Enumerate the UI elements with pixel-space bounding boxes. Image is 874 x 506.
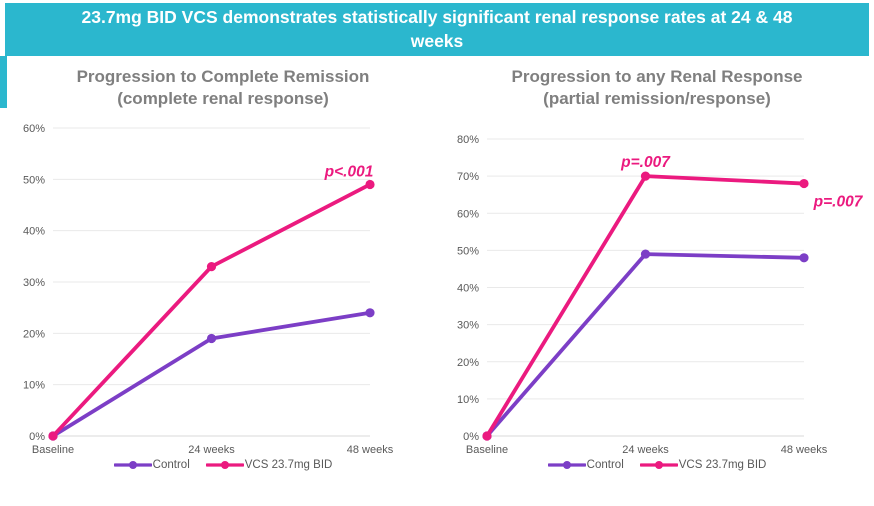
series-line-control [485, 252, 806, 438]
legend-dot [654, 461, 663, 469]
data-point [799, 178, 809, 189]
legend-item-control: Control [547, 459, 624, 471]
legend-label: Control [586, 459, 624, 471]
chart-legend-0: Control VCS 23.7mg BID [8, 459, 438, 471]
series-line-control [51, 310, 372, 438]
x-tick-label: 24 weeks [622, 444, 669, 456]
header-banner: 23.7mg BID VCS demonstrates statisticall… [5, 3, 869, 56]
y-tick-label: 30% [23, 277, 45, 289]
y-tick-label: 10% [23, 380, 45, 392]
chart-complete-remission: Progression to Complete Remission (compl… [8, 58, 438, 506]
header-title-line-2: weeks [410, 30, 464, 51]
series-line-vcs-23-7mg-bid [485, 174, 806, 438]
y-tick-label: 80% [457, 134, 479, 146]
data-point [799, 253, 809, 263]
y-tick-label: 20% [457, 357, 479, 369]
legend-marker-icon [639, 461, 678, 469]
legend-dot [128, 461, 137, 469]
chart-title-text: Progression to any Renal Response [511, 67, 803, 86]
y-tick-label: 0% [463, 431, 479, 443]
x-tick-label: Baseline [32, 444, 74, 456]
chart-any-renal-response: Progression to any Renal Response (parti… [442, 58, 872, 506]
y-tick-label: 40% [457, 283, 479, 295]
left-accent-bar [0, 56, 7, 108]
legend-marker-icon [205, 461, 244, 469]
y-tick-label: 50% [457, 245, 479, 257]
p-value-annotation: p=.007 [813, 194, 864, 211]
legend-marker-icon [547, 461, 586, 469]
legend-label: VCS 23.7mg BID [244, 459, 333, 471]
legend-item-vcs-23-7mg-bid: VCS 23.7mg BID [639, 459, 767, 471]
x-tick-label: 24 weeks [188, 444, 235, 456]
chart-subtitle-text: (partial remission/response) [543, 89, 771, 109]
legend-dot [220, 461, 229, 469]
data-point [206, 333, 217, 344]
legend-item-vcs-23-7mg-bid: VCS 23.7mg BID [205, 459, 333, 471]
chart-legend-1: Control VCS 23.7mg BID [442, 459, 872, 471]
chart-title-text: Progression to Complete Remission [76, 67, 370, 86]
y-tick-label: 40% [23, 226, 45, 238]
data-point [482, 431, 492, 441]
y-tick-label: 0% [29, 431, 45, 443]
legend-marker-icon [113, 461, 152, 469]
p-value-annotation: p<.001 [324, 163, 374, 180]
data-point [365, 308, 375, 318]
chart-svg-0: 0% 10% 20% 30% 40% 50% 60% Baseline 24 weeks 48 w… [23, 123, 394, 456]
chart-title: Progression to Complete Remission (compl… [8, 66, 438, 110]
y-tick-label: 70% [457, 171, 479, 183]
data-point [640, 171, 651, 181]
header-title-line-1: 23.7mg BID VCS demonstrates statisticall… [81, 7, 793, 28]
data-point [48, 431, 58, 441]
chart-title: Progression to any Renal Response (parti… [442, 66, 872, 110]
x-tick-label: 48 weeks [781, 444, 828, 456]
series-line-vcs-23-7mg-bid [51, 182, 372, 438]
data-point [640, 249, 651, 259]
legend-label: VCS 23.7mg BID [678, 459, 767, 471]
x-tick-label: 48 weeks [347, 444, 394, 456]
y-tick-label: 60% [457, 208, 479, 220]
legend-label: Control [152, 459, 190, 471]
data-point [365, 179, 375, 190]
legend-dot [562, 461, 571, 469]
y-tick-label: 10% [457, 394, 479, 406]
data-point [206, 262, 217, 272]
legend-item-control: Control [113, 459, 190, 471]
y-tick-label: 30% [457, 320, 479, 332]
y-tick-label: 50% [23, 174, 45, 186]
chart-svg-1: 0% 10% 20% 30% 40% 50% 60% 70% 80% Baseline 24 wee… [457, 134, 864, 456]
y-tick-label: 20% [23, 328, 45, 340]
p-value-annotation: p=.007 [620, 154, 671, 171]
chart-subtitle-text: (complete renal response) [117, 89, 329, 109]
x-tick-label: Baseline [466, 444, 508, 456]
y-tick-label: 60% [23, 123, 45, 135]
